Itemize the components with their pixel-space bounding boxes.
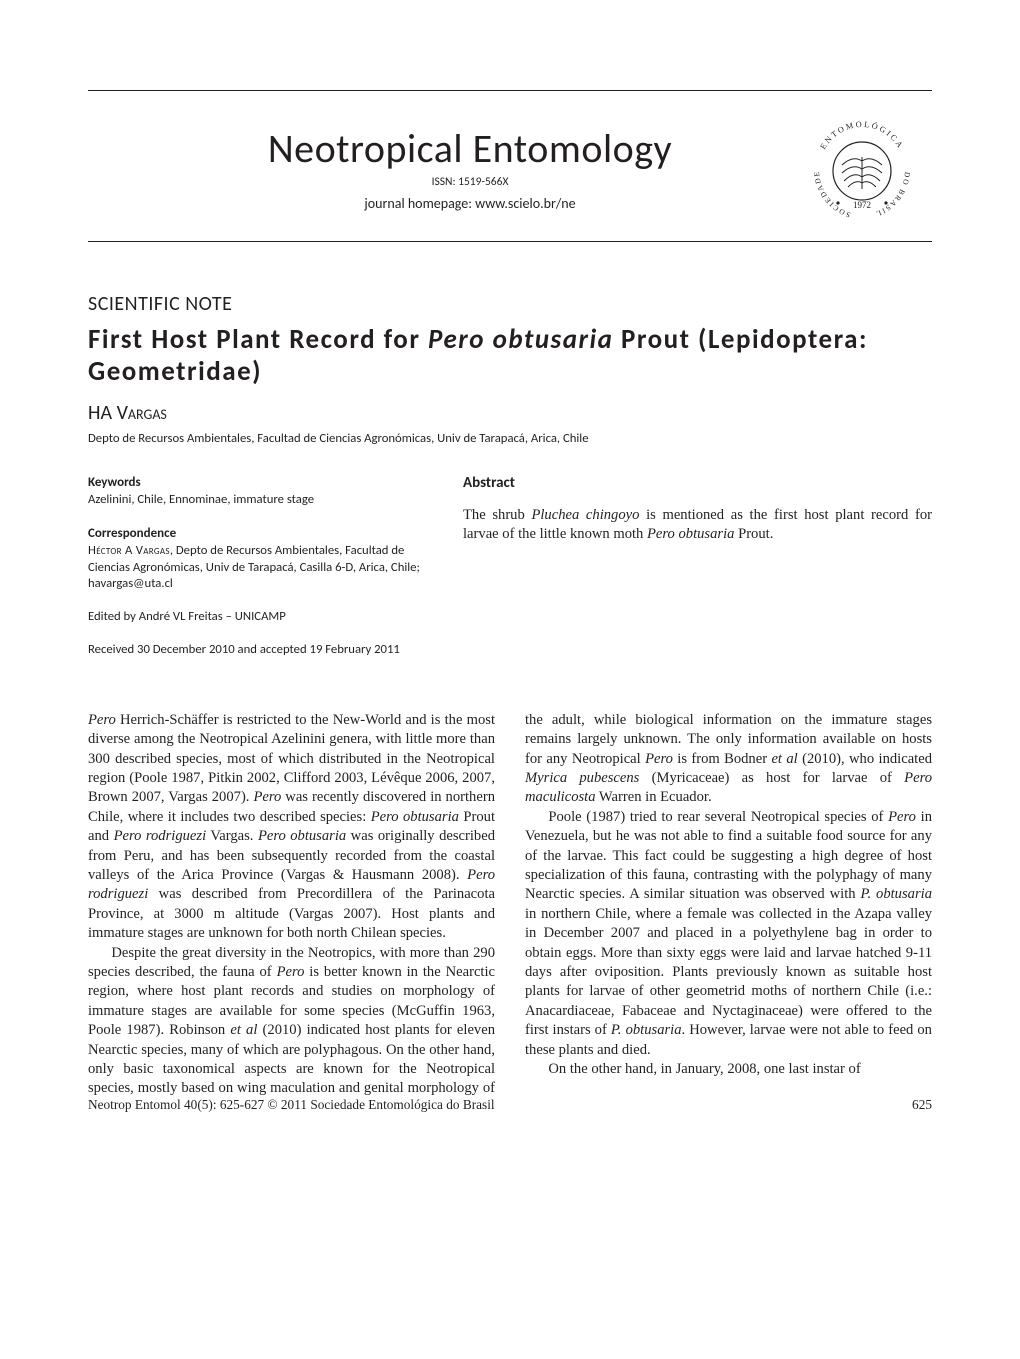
b3t1: Poole (1987) tried to rear several Neotr…	[548, 809, 888, 825]
abs-i2: Pero obtusaria	[647, 526, 734, 542]
keywords-heading: Keywords	[88, 474, 423, 491]
b1i2: Pero	[253, 789, 281, 805]
issn-line: ISSN: 1519-566X	[148, 175, 792, 189]
page: Neotropical Entomology ISSN: 1519-566X j…	[0, 0, 1020, 1149]
page-footer: Neotrop Entomol 40(5): 625-627 © 2011 So…	[88, 1097, 932, 1113]
author-surname: Vargas	[117, 401, 167, 425]
footer-page-number: 625	[912, 1097, 932, 1113]
b3i1: Pero	[888, 809, 916, 825]
abstract-text: The shrub Pluchea chingoyo is mentioned …	[463, 506, 932, 545]
body-para-4: On the other hand, in January, 2008, one…	[525, 1060, 932, 1079]
b2t7: Warren in Ecuador.	[596, 789, 712, 805]
b2i4: et al	[771, 751, 797, 767]
logo-year: 1972	[853, 200, 871, 210]
svg-text:ENTOMOLÓGICA: ENTOMOLÓGICA	[818, 120, 905, 151]
b1t4: Vargas.	[206, 828, 258, 844]
body-text: Pero Herrich-Schäffer is restricted to t…	[88, 711, 932, 1099]
section-label: SCIENTIFIC NOTE	[88, 292, 932, 316]
b2t4: is from Bodner	[673, 751, 772, 767]
article-title: First Host Plant Record for Pero obtusar…	[88, 324, 932, 389]
abs-t3: Prout.	[734, 526, 773, 542]
keywords-text: Azelinini, Chile, Ennominae, immature st…	[88, 492, 423, 509]
b2t5: (2010), who indicated	[798, 751, 932, 767]
article-title-pre: First Host Plant Record for	[88, 323, 428, 356]
edited-by-block: Edited by André VL Freitas – UNICAMP	[88, 609, 423, 626]
b1i5: Pero obtusaria	[258, 828, 346, 844]
b2i3: Pero	[645, 751, 673, 767]
received-block: Received 30 December 2010 and accepted 1…	[88, 642, 423, 659]
b4t1: On the other hand, in January, 2008, one…	[548, 1061, 860, 1077]
meta-and-abstract: Keywords Azelinini, Chile, Ennominae, im…	[88, 474, 932, 675]
abs-i1: Pluchea chingoyo	[531, 507, 639, 523]
article-title-genus: Pero obtusaria	[428, 323, 613, 356]
society-logo: ENTOMOLÓGICA SOCIEDADE DO BRASIL	[792, 105, 932, 233]
b1i1: Pero	[88, 712, 116, 728]
logo-dot-left	[836, 201, 839, 204]
b2t6: (Myricaceae) as host for larvae of	[639, 770, 904, 786]
b2i1: Pero	[277, 964, 305, 980]
society-logo-svg: ENTOMOLÓGICA SOCIEDADE DO BRASIL	[798, 105, 926, 233]
footer-citation: Neotrop Entomol 40(5): 625-627 © 2011 So…	[88, 1097, 495, 1113]
b3i3: P. obtusaria	[611, 1022, 682, 1038]
b2i5: Myrica pubescens	[525, 770, 639, 786]
affiliation: Depto de Recursos Ambientales, Facultad …	[88, 431, 932, 446]
author-line: HA Vargas	[88, 401, 932, 425]
logo-right-text: DO BRASIL	[874, 171, 912, 219]
masthead-text-block: Neotropical Entomology ISSN: 1519-566X j…	[88, 124, 792, 214]
logo-dot-right	[884, 201, 887, 204]
logo-top-text: ENTOMOLÓGICA	[818, 120, 905, 151]
keywords-block: Keywords Azelinini, Chile, Ennominae, im…	[88, 474, 423, 509]
correspondence-block: Correspondence Héctor A Vargas, Depto de…	[88, 525, 423, 593]
journal-title: Neotropical Entomology	[148, 124, 792, 173]
b1i3: Pero obtusaria	[371, 809, 459, 825]
author-initials: HA	[88, 401, 117, 425]
body-para-3: Poole (1987) tried to rear several Neotr…	[525, 808, 932, 1060]
abstract-column: Abstract The shrub Pluchea chingoyo is m…	[463, 474, 932, 675]
logo-insect-icon	[842, 157, 882, 189]
correspondence-heading: Correspondence	[88, 525, 423, 542]
b3i2: P. obtusaria	[860, 886, 932, 902]
b3t3: in northern Chile, where a female was co…	[525, 906, 932, 1038]
b1i4: Pero rodriguezi	[114, 828, 207, 844]
svg-text:DO BRASIL: DO BRASIL	[874, 171, 912, 219]
b2i2: et al	[230, 1022, 257, 1038]
masthead: Neotropical Entomology ISSN: 1519-566X j…	[88, 90, 932, 242]
abs-t1: The shrub	[463, 507, 531, 523]
abstract-heading: Abstract	[463, 474, 932, 492]
correspondence-text: Héctor A Vargas, Depto de Recursos Ambie…	[88, 543, 423, 593]
b1t6: was described from Precordillera of the …	[88, 886, 495, 941]
journal-homepage: journal homepage: www.scielo.br/ne	[148, 195, 792, 212]
meta-column: Keywords Azelinini, Chile, Ennominae, im…	[88, 474, 423, 675]
correspondence-name: Héctor A Vargas	[88, 543, 170, 558]
body-para-1: Pero Herrich-Schäffer is restricted to t…	[88, 711, 495, 944]
